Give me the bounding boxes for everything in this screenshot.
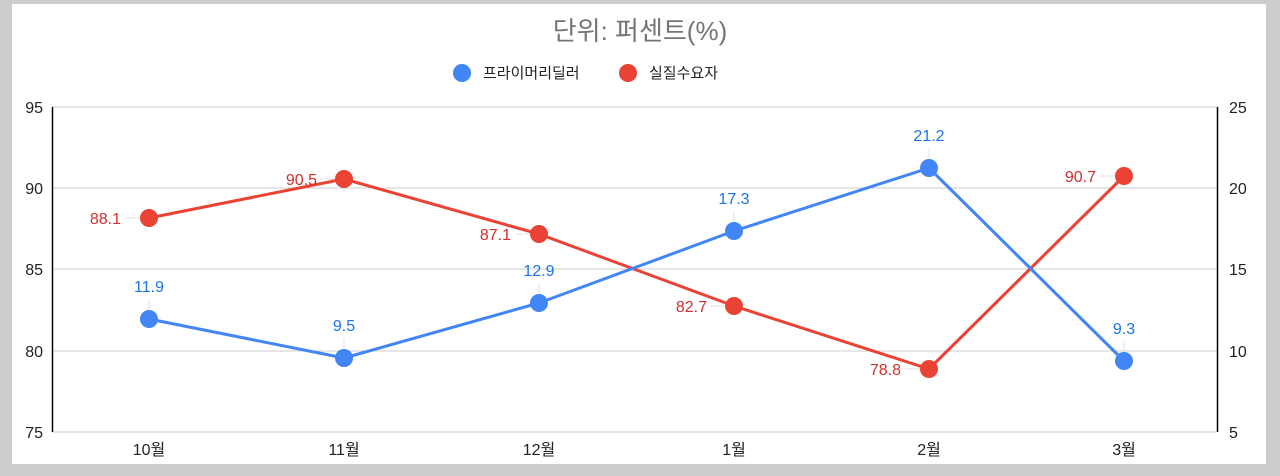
right-tick: 20 bbox=[1229, 181, 1247, 198]
x-label: 2월 bbox=[917, 441, 941, 459]
label-leaders bbox=[125, 149, 1125, 370]
line-chart: 단위: 퍼센트(%) 프라이머리딜러 실질수요자 95 90 85 80 75 … bbox=[25, 16, 1247, 459]
legend-label: 프라이머리딜러 bbox=[483, 65, 580, 82]
data-point[interactable] bbox=[530, 294, 548, 312]
data-point[interactable] bbox=[1115, 352, 1133, 370]
right-tick: 15 bbox=[1229, 262, 1247, 279]
data-label: 11.9 bbox=[134, 279, 164, 296]
data-label: 90.5 bbox=[286, 172, 317, 189]
left-tick: 80 bbox=[25, 344, 43, 361]
data-label: 9.3 bbox=[1113, 321, 1135, 338]
data-point[interactable] bbox=[725, 297, 743, 315]
left-tick: 90 bbox=[25, 181, 43, 198]
data-point[interactable] bbox=[920, 360, 938, 378]
data-point[interactable] bbox=[1115, 167, 1133, 185]
series-real-demand bbox=[140, 167, 1133, 378]
data-point[interactable] bbox=[920, 159, 938, 177]
blue-data-labels: 11.9 9.5 12.9 17.3 21.2 9.3 bbox=[134, 128, 1135, 338]
legend-item-real-demand[interactable]: 실질수요자 bbox=[619, 64, 718, 82]
legend-dot-red-icon bbox=[619, 64, 637, 82]
x-label: 1월 bbox=[722, 441, 746, 459]
data-label: 17.3 bbox=[718, 191, 749, 208]
data-label: 90.7 bbox=[1065, 169, 1096, 186]
x-label: 12월 bbox=[523, 441, 556, 459]
right-tick: 5 bbox=[1229, 425, 1238, 442]
data-point[interactable] bbox=[725, 222, 743, 240]
data-label: 82.7 bbox=[676, 299, 707, 316]
data-point[interactable] bbox=[335, 349, 353, 367]
data-point[interactable] bbox=[335, 170, 353, 188]
data-label: 21.2 bbox=[913, 128, 944, 145]
chart-title: 단위: 퍼센트(%) bbox=[553, 16, 727, 46]
data-label: 9.5 bbox=[333, 318, 355, 335]
data-label: 78.8 bbox=[870, 362, 901, 379]
data-point[interactable] bbox=[140, 209, 158, 227]
legend-label: 실질수요자 bbox=[649, 65, 718, 82]
red-data-labels: 88.1 90.5 87.1 82.7 78.8 90.7 bbox=[90, 169, 1096, 379]
legend-item-primary-dealer[interactable]: 프라이머리딜러 bbox=[453, 64, 580, 82]
data-label: 88.1 bbox=[90, 211, 121, 228]
x-axis-labels: 10월 11월 12월 1월 2월 3월 bbox=[133, 441, 1136, 459]
right-tick: 25 bbox=[1229, 100, 1247, 117]
chart-card: 단위: 퍼센트(%) 프라이머리딜러 실질수요자 95 90 85 80 75 … bbox=[12, 4, 1266, 464]
x-label: 3월 bbox=[1112, 441, 1136, 459]
x-label: 11월 bbox=[328, 441, 359, 459]
left-tick: 75 bbox=[25, 425, 43, 442]
data-point[interactable] bbox=[140, 310, 158, 328]
right-tick: 10 bbox=[1229, 344, 1247, 361]
right-axis-ticks: 25 20 15 10 5 bbox=[1229, 100, 1247, 442]
left-tick: 95 bbox=[25, 100, 43, 117]
data-label: 12.9 bbox=[523, 263, 554, 280]
left-axis-ticks: 95 90 85 80 75 bbox=[25, 100, 43, 442]
data-label: 87.1 bbox=[480, 227, 511, 244]
x-label: 10월 bbox=[133, 441, 166, 459]
left-tick: 85 bbox=[25, 262, 43, 279]
legend-dot-blue-icon bbox=[453, 64, 471, 82]
series-primary-dealer bbox=[140, 159, 1133, 370]
legend: 프라이머리딜러 실질수요자 bbox=[453, 64, 718, 82]
data-point[interactable] bbox=[530, 225, 548, 243]
